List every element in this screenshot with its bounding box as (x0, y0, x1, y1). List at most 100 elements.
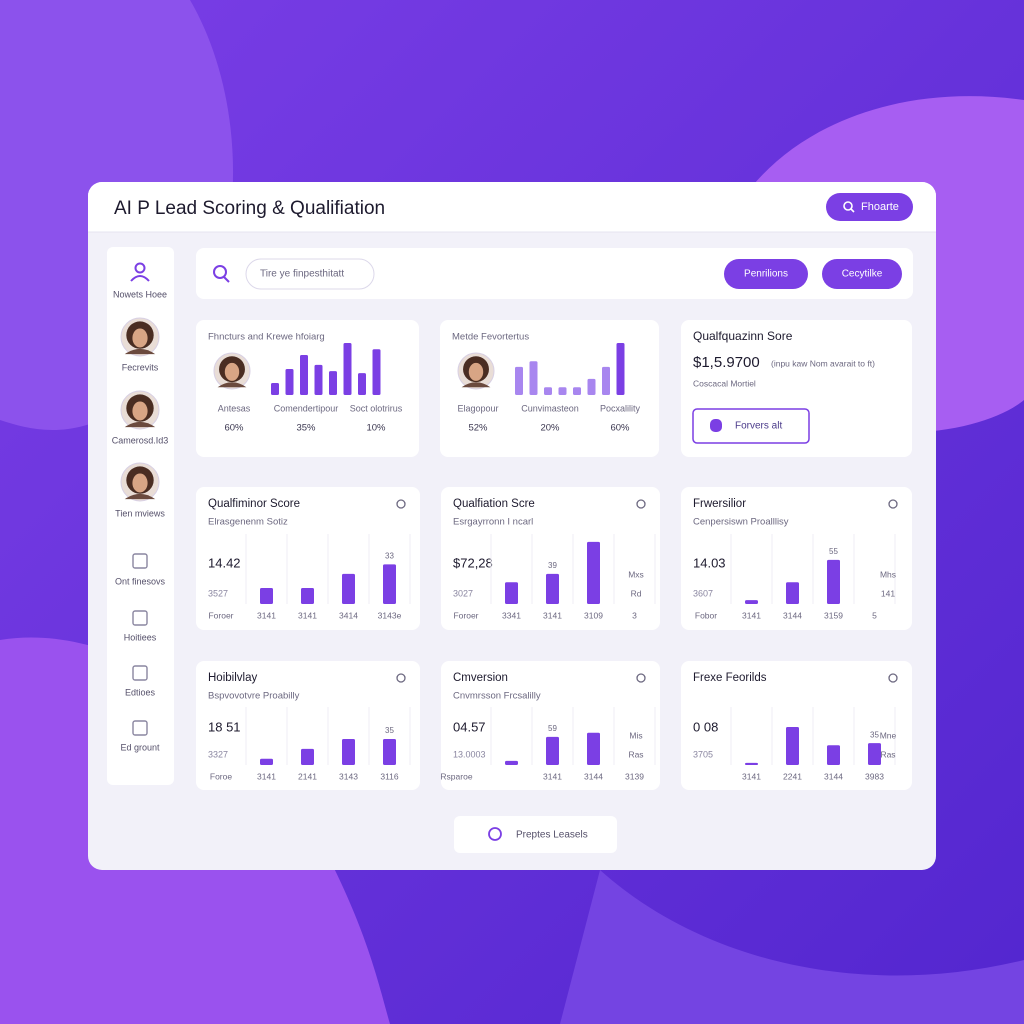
x-label: 3143 (339, 771, 358, 781)
bar (271, 383, 279, 395)
nav-icon (132, 553, 148, 569)
toolbar-button[interactable] (724, 259, 808, 289)
bar (314, 364, 323, 395)
avatar-shoulders (217, 382, 247, 388)
x-label: Fobor (695, 610, 717, 620)
bar (602, 366, 610, 395)
side-label: Rd (631, 588, 642, 598)
avatar-shoulders (461, 382, 491, 388)
sidebar-label[interactable]: Camerosd.Id3 (112, 435, 169, 445)
card-value: $72,28 (453, 555, 493, 570)
card (196, 661, 420, 790)
x-label: 3144 (824, 771, 843, 781)
window-header (88, 182, 936, 232)
avatar-face (132, 328, 148, 348)
sidebar-label[interactable]: Ed grount (120, 742, 160, 752)
x-label: 3109 (584, 610, 603, 620)
score-note: (inpu kaw Nom avarait to ft) (771, 358, 875, 368)
footer-icon (488, 827, 502, 841)
sidebar-label[interactable]: Hoitiees (124, 632, 157, 642)
card-value: 14.42 (208, 555, 241, 570)
search-icon (223, 276, 230, 283)
search-icon (843, 201, 853, 211)
x-label: 3141 (298, 610, 317, 620)
x-label: 3341 (502, 610, 521, 620)
card-title: Fhncturs and Krewe hfoiarg (208, 332, 325, 343)
bar (342, 739, 355, 765)
side-label: Mis (629, 730, 642, 740)
x-label: 3141 (257, 610, 276, 620)
bar (260, 758, 273, 765)
sidebar-label[interactable]: Ont finesovs (115, 576, 166, 586)
side-label: Mxs (628, 569, 644, 579)
bar (546, 736, 559, 765)
x-label: 3 (632, 610, 637, 620)
refresh-icon (888, 499, 898, 509)
bar (372, 349, 381, 395)
x-label: 3141 (742, 610, 761, 620)
refresh-icon (888, 673, 898, 683)
card-subvalue: 3705 (693, 749, 713, 759)
card-subvalue: 3027 (453, 588, 473, 598)
x-label: 3143e (378, 610, 402, 620)
sidebar-label[interactable]: Fecrevits (122, 362, 159, 372)
bar (383, 739, 396, 765)
metric-label: Elagopour (457, 403, 498, 413)
side-label: 141 (881, 588, 895, 598)
blob (560, 870, 1024, 1024)
bar (515, 366, 523, 395)
bar (285, 369, 294, 395)
card-title: Qualfiminor Score (208, 498, 300, 510)
side-label: Mne (880, 730, 897, 740)
metric-percent: 60% (224, 423, 244, 434)
bar-note: 35 (870, 730, 879, 739)
card-title: Frexe Feorilds (693, 672, 767, 684)
sidebar-label[interactable]: Tien mviews (115, 508, 165, 518)
bar (505, 760, 518, 765)
card-subtitle: Cenpersiswn Proalllisy (693, 517, 789, 528)
x-label: 3159 (824, 610, 843, 620)
bar (505, 582, 518, 604)
score-button-icon (710, 419, 722, 432)
bar (358, 373, 366, 395)
bar (301, 748, 314, 765)
score-button-label[interactable]: Forvers alt (735, 421, 782, 432)
user-icon (130, 275, 150, 282)
side-label: Mhs (880, 569, 896, 579)
search-placeholder[interactable]: Tire ye finpesthitatt (260, 269, 344, 280)
x-label: 3414 (339, 610, 358, 620)
sidebar-label[interactable]: Nowets Hoee (113, 289, 167, 299)
bar-note: 33 (385, 551, 394, 560)
x-label: Foroer (453, 610, 478, 620)
card-title: Metde Fevortertus (452, 332, 529, 343)
toolbar-button-label[interactable]: Penrilions (744, 269, 788, 280)
metric-label: Pocxalility (600, 403, 641, 413)
footer-button[interactable] (454, 816, 617, 853)
metric-percent: 52% (468, 423, 488, 434)
nav-icon (132, 665, 148, 681)
sidebar-label[interactable]: Edtioes (125, 687, 156, 697)
search-input[interactable] (245, 258, 375, 290)
footer-button-label[interactable]: Preptes Leasels (516, 830, 588, 841)
bar (529, 361, 538, 395)
toolbar-button[interactable] (822, 259, 902, 289)
score-button[interactable] (692, 408, 810, 444)
card-subtitle: Bspvovotvre Proabilly (208, 691, 300, 702)
x-label: 3141 (257, 771, 276, 781)
x-label: Foroer (208, 610, 233, 620)
metric-percent: 60% (610, 423, 630, 434)
card-subtitle: Elrasgenenm Sotiz (208, 517, 288, 528)
header-button-label[interactable]: Fhoarte (861, 201, 899, 213)
card-subtitle: Cnvmrsson Frcsalilly (453, 691, 541, 702)
toolbar-button-label[interactable]: Cecytilke (842, 269, 883, 280)
bar (546, 573, 559, 604)
card-subtitle: Esrgayrronn I ncarl (453, 517, 533, 528)
bar-note: 59 (548, 724, 557, 733)
avatar-shoulders (124, 493, 156, 500)
x-label: Foroe (210, 771, 232, 781)
bar (329, 371, 337, 395)
header-button[interactable] (826, 193, 913, 221)
metric-percent: 20% (540, 423, 560, 434)
metric-percent: 35% (296, 423, 316, 434)
